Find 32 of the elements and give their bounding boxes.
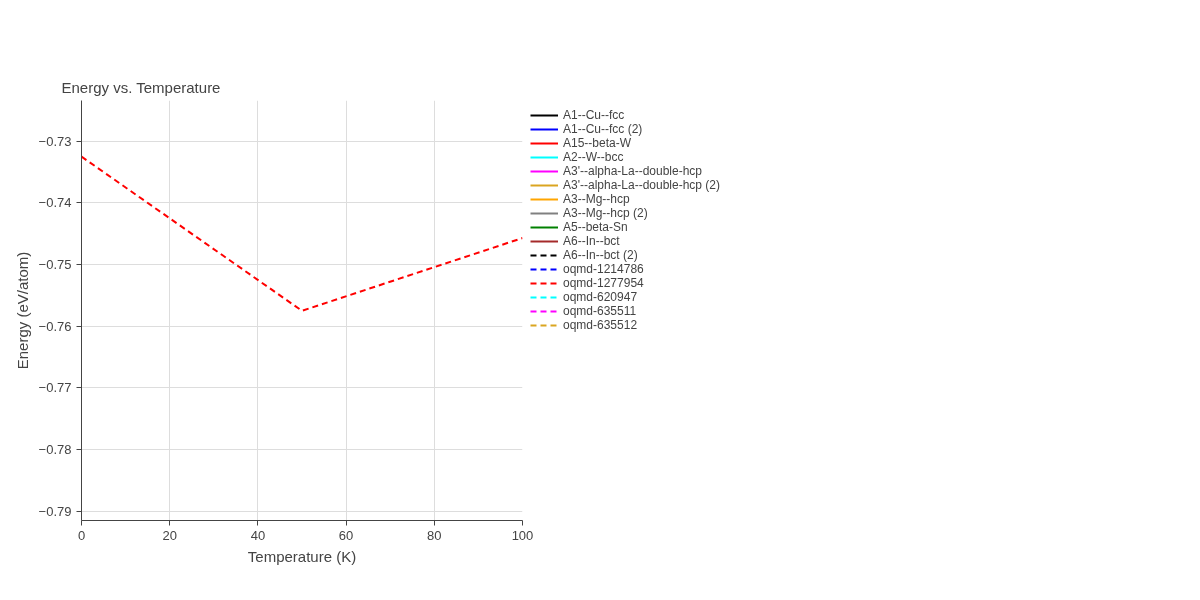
- y-tick-label: −0.78: [38, 442, 72, 458]
- y-tick-label: −0.73: [38, 133, 72, 149]
- y-tick-label: −0.74: [38, 195, 72, 211]
- legend-label: oqmd-1277954: [563, 276, 644, 290]
- x-tick-label: 20: [162, 527, 177, 543]
- x-tick-label: 80: [427, 527, 442, 543]
- legend-label: oqmd-620947: [563, 290, 638, 304]
- x-tick-label: 60: [338, 527, 354, 543]
- x-tick-label: 100: [511, 527, 534, 543]
- legend-label: A6--In--bct: [563, 234, 620, 248]
- y-tick-label: −0.76: [38, 318, 72, 334]
- x-tick-label: 0: [77, 527, 86, 543]
- legend-label: oqmd-1214786: [563, 262, 644, 276]
- legend-label: A3--Mg--hcp (2): [563, 206, 648, 220]
- chart-title: Energy vs. Temperature: [61, 78, 221, 96]
- legend-label: A1--Cu--fcc: [563, 108, 625, 122]
- legend-label: oqmd-635512: [563, 318, 638, 332]
- y-tick-label: −0.75: [38, 257, 72, 273]
- legend-label: A3'--alpha-La--double-hcp: [563, 164, 703, 178]
- legend-label: A2--W--bcc: [563, 150, 624, 164]
- y-tick-label: −0.77: [38, 380, 72, 396]
- legend-label: A6--In--bct (2): [563, 248, 638, 262]
- legend-label: A5--beta-Sn: [563, 220, 628, 234]
- legend-label: oqmd-635511: [563, 304, 637, 318]
- y-tick-label: −0.79: [38, 503, 72, 519]
- legend-label: A1--Cu--fcc (2): [563, 122, 643, 136]
- legend-label: A15--beta-W: [563, 136, 632, 150]
- legend-label: A3--Mg--hcp: [563, 192, 630, 206]
- legend-label: A3'--alpha-La--double-hcp (2): [563, 178, 721, 192]
- x-axis-title: Temperature (K): [247, 547, 357, 565]
- x-tick-label: 40: [250, 527, 266, 543]
- y-axis-title: Energy (eV/atom): [13, 251, 31, 370]
